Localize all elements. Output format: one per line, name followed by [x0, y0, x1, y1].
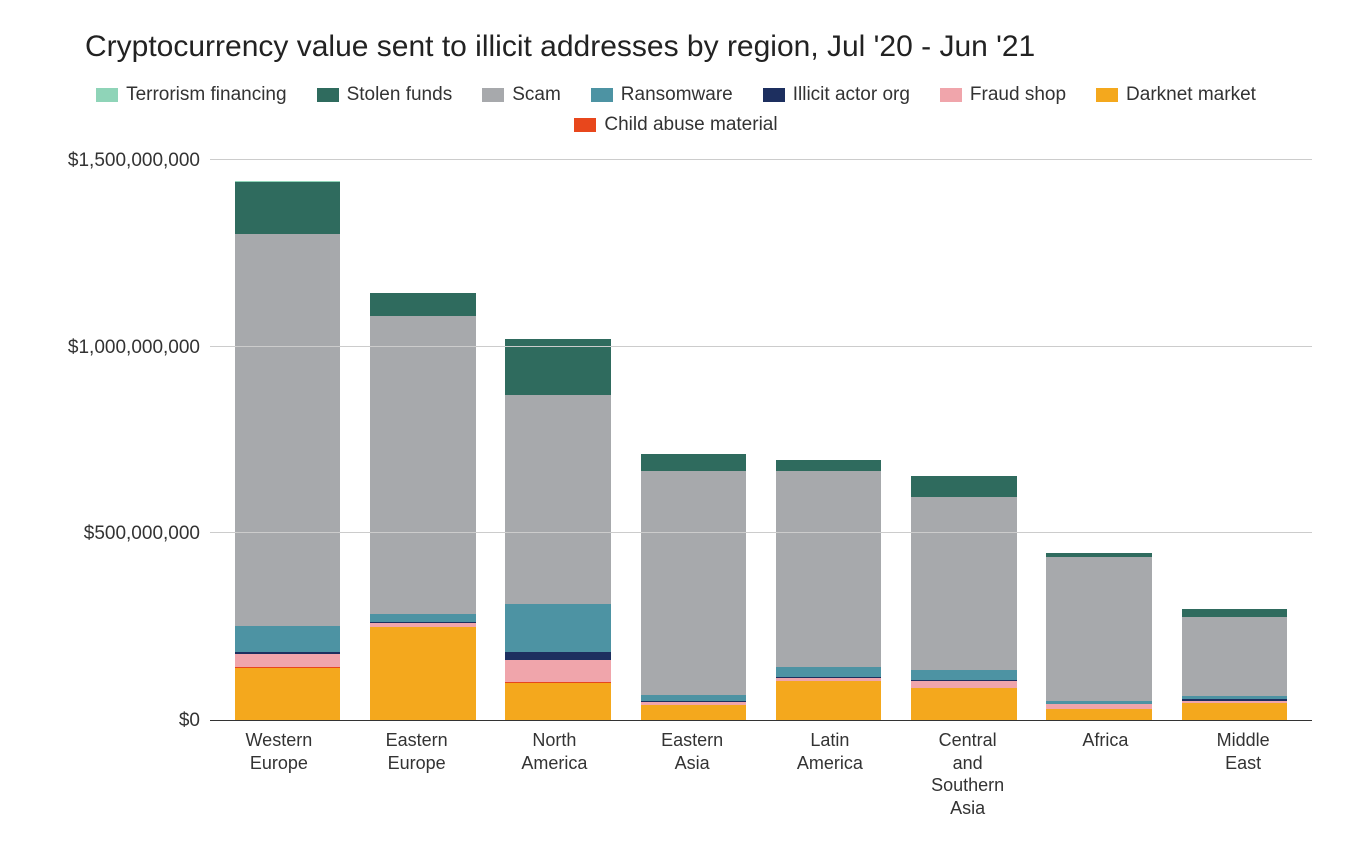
chart-container: Cryptocurrency value sent to illicit add… — [40, 30, 1312, 819]
x-tick-label: MiddleEast — [1174, 729, 1312, 819]
y-tick-label: $1,500,000,000 — [68, 150, 200, 172]
gridline — [210, 346, 1312, 347]
legend-item-scam: Scam — [482, 84, 561, 106]
bar-segment-scam — [370, 316, 475, 615]
grid-and-bars — [210, 161, 1312, 721]
legend-swatch — [482, 88, 504, 102]
bar-segment-scam — [1182, 617, 1287, 695]
chart-legend: Terrorism financing Stolen funds Scam Ranso… — [40, 84, 1312, 136]
legend-label: Illicit actor org — [793, 84, 910, 106]
bar-segment-fraud-shop — [235, 654, 340, 667]
bar-segment-scam — [1046, 557, 1151, 701]
legend-label: Fraud shop — [970, 84, 1066, 106]
gridline — [210, 532, 1312, 533]
bar-group — [355, 161, 490, 720]
bar-segment-scam — [911, 497, 1016, 671]
legend-item-terrorism-financing: Terrorism financing — [96, 84, 287, 106]
bar-group — [896, 161, 1031, 720]
bar-segment-stolen-funds — [505, 339, 610, 395]
bar-stack — [1182, 609, 1287, 720]
bar-segment-ransomware — [776, 667, 881, 676]
x-tick-label: CentralandSouthernAsia — [899, 729, 1037, 819]
bar-segment-illicit-actor-org — [505, 652, 610, 659]
bar-segment-scam — [235, 234, 340, 626]
bar-segment-fraud-shop — [505, 660, 610, 682]
x-tick-label: WesternEurope — [210, 729, 348, 819]
x-tick-label: NorthAmerica — [486, 729, 624, 819]
legend-label: Stolen funds — [347, 84, 453, 106]
bar-group — [761, 161, 896, 720]
bar-segment-stolen-funds — [641, 454, 746, 471]
bars-row — [210, 161, 1312, 720]
y-axis: $0$500,000,000$1,000,000,000$1,500,000,0… — [40, 161, 210, 721]
bar-group — [491, 161, 626, 720]
gridline — [210, 159, 1312, 160]
bar-segment-ransomware — [370, 614, 475, 621]
bar-segment-darknet-market — [235, 668, 340, 720]
legend-swatch — [1096, 88, 1118, 102]
bar-segment-stolen-funds — [1182, 609, 1287, 617]
legend-label: Terrorism financing — [126, 84, 287, 106]
legend-label: Ransomware — [621, 84, 733, 106]
legend-swatch — [317, 88, 339, 102]
x-tick-label: Africa — [1037, 729, 1175, 819]
legend-item-fraud-shop: Fraud shop — [940, 84, 1066, 106]
bar-stack — [641, 454, 746, 720]
bar-segment-ransomware — [505, 604, 610, 653]
legend-swatch — [763, 88, 785, 102]
bar-segment-scam — [505, 395, 610, 604]
bar-stack — [776, 460, 881, 720]
bar-segment-darknet-market — [776, 681, 881, 720]
legend-swatch — [574, 118, 596, 132]
bar-segment-scam — [641, 471, 746, 695]
legend-item-stolen-funds: Stolen funds — [317, 84, 453, 106]
bar-segment-stolen-funds — [235, 182, 340, 234]
legend-label: Darknet market — [1126, 84, 1256, 106]
bar-stack — [505, 339, 610, 720]
bar-segment-darknet-market — [505, 683, 610, 720]
legend-item-illicit-actor-org: Illicit actor org — [763, 84, 910, 106]
plot-area: $0$500,000,000$1,000,000,000$1,500,000,0… — [40, 161, 1312, 721]
bar-segment-scam — [776, 471, 881, 667]
bar-segment-ransomware — [911, 670, 1016, 679]
legend-item-darknet-market: Darknet market — [1096, 84, 1256, 106]
bar-segment-darknet-market — [641, 705, 746, 720]
bar-group — [1167, 161, 1302, 720]
chart-title: Cryptocurrency value sent to illicit add… — [40, 30, 1312, 64]
legend-label: Child abuse material — [604, 114, 777, 136]
legend-swatch — [940, 88, 962, 102]
bar-group — [220, 161, 355, 720]
bar-group — [626, 161, 761, 720]
bar-stack — [235, 181, 340, 720]
x-tick-label: EasternEurope — [348, 729, 486, 819]
y-tick-label: $1,000,000,000 — [68, 337, 200, 359]
bar-group — [1032, 161, 1167, 720]
legend-swatch — [591, 88, 613, 102]
x-axis-labels: WesternEuropeEasternEuropeNorthAmericaEa… — [210, 729, 1312, 819]
legend-label: Scam — [512, 84, 561, 106]
y-tick-label: $0 — [179, 710, 200, 732]
x-tick-label: EasternAsia — [623, 729, 761, 819]
x-tick-label: LatinAmerica — [761, 729, 899, 819]
bar-stack — [911, 476, 1016, 720]
bar-segment-fraud-shop — [911, 681, 1016, 688]
y-tick-label: $500,000,000 — [84, 523, 200, 545]
bar-segment-darknet-market — [911, 688, 1016, 720]
bar-segment-stolen-funds — [911, 476, 1016, 497]
legend-item-ransomware: Ransomware — [591, 84, 733, 106]
bar-segment-stolen-funds — [776, 460, 881, 471]
legend-swatch — [96, 88, 118, 102]
bar-segment-stolen-funds — [370, 293, 475, 315]
bar-segment-darknet-market — [1182, 703, 1287, 720]
bar-segment-darknet-market — [1046, 709, 1151, 720]
bar-segment-darknet-market — [370, 627, 475, 720]
bar-stack — [1046, 553, 1151, 720]
legend-item-child-abuse-material: Child abuse material — [574, 114, 777, 136]
bar-segment-ransomware — [235, 626, 340, 652]
bar-stack — [370, 293, 475, 720]
